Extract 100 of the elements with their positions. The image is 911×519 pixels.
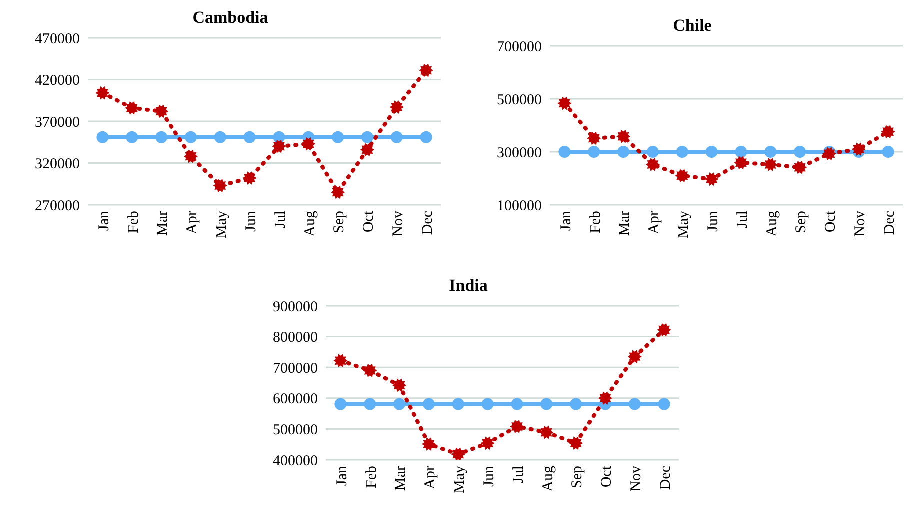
x-tick-label: Oct bbox=[361, 210, 378, 233]
chart-title: Cambodia bbox=[192, 8, 270, 29]
point bbox=[540, 398, 553, 410]
x-tick-label: Oct bbox=[823, 210, 840, 233]
point bbox=[570, 398, 582, 410]
x-tick-label: Nov bbox=[628, 466, 645, 492]
point bbox=[96, 131, 109, 144]
point bbox=[363, 364, 378, 378]
point bbox=[392, 378, 407, 392]
y-tick-label: 320000 bbox=[35, 156, 80, 173]
x-tick-label: May bbox=[676, 210, 692, 238]
point bbox=[184, 131, 197, 144]
point bbox=[360, 143, 374, 157]
point bbox=[451, 448, 466, 460]
point bbox=[882, 146, 894, 158]
point bbox=[422, 438, 436, 451]
point bbox=[419, 64, 434, 78]
y-tick-label: 100000 bbox=[497, 198, 542, 214]
point bbox=[822, 147, 836, 161]
point bbox=[616, 130, 631, 144]
x-tick-label: Jun bbox=[481, 466, 498, 487]
point bbox=[676, 146, 688, 158]
x-tick-label: Sep bbox=[570, 466, 586, 488]
y-tick-label: 700000 bbox=[497, 39, 542, 56]
point bbox=[394, 398, 406, 410]
point bbox=[793, 160, 808, 174]
point bbox=[881, 125, 896, 139]
x-tick-label: Jun bbox=[243, 210, 260, 232]
point bbox=[618, 146, 630, 158]
point bbox=[96, 86, 110, 100]
point bbox=[214, 131, 226, 144]
chart-title: India bbox=[448, 276, 489, 297]
x-tick-label: Sep bbox=[794, 211, 810, 234]
point bbox=[334, 354, 348, 368]
x-tick-label: Feb bbox=[126, 211, 142, 234]
y-tick-label: 500000 bbox=[273, 422, 318, 439]
point bbox=[184, 150, 198, 164]
point bbox=[334, 398, 347, 410]
point bbox=[704, 172, 719, 186]
x-tick-label: Aug bbox=[302, 210, 318, 237]
point bbox=[125, 101, 140, 115]
x-tick-label: Nov bbox=[390, 210, 407, 237]
x-tick-label: Jan bbox=[558, 210, 574, 231]
y-tick-label: 900000 bbox=[273, 299, 318, 316]
y-tick-label: 700000 bbox=[273, 360, 318, 377]
x-tick-label: Aug bbox=[764, 210, 780, 237]
point bbox=[452, 398, 464, 410]
point bbox=[420, 131, 432, 144]
point bbox=[213, 179, 228, 192]
point bbox=[852, 142, 866, 156]
point bbox=[657, 323, 672, 337]
x-tick-label: Mar bbox=[393, 466, 410, 491]
x-tick-label: Oct bbox=[599, 465, 616, 488]
x-tick-label: Jul bbox=[734, 211, 751, 229]
x-tick-label: May bbox=[214, 210, 230, 238]
point bbox=[734, 156, 748, 170]
point bbox=[364, 398, 376, 410]
x-tick-label: Jul bbox=[510, 466, 527, 484]
point bbox=[390, 131, 403, 144]
point bbox=[569, 436, 584, 450]
point bbox=[510, 420, 524, 434]
point bbox=[646, 158, 660, 172]
x-tick-label: Dec bbox=[882, 210, 898, 236]
x-tick-label: Sep bbox=[332, 211, 348, 234]
point bbox=[675, 169, 690, 183]
point bbox=[242, 172, 257, 185]
x-tick-label: Feb bbox=[588, 211, 604, 234]
point bbox=[658, 398, 670, 410]
x-tick-label: Apr bbox=[646, 210, 663, 234]
x-tick-label: Dec bbox=[658, 466, 674, 490]
point bbox=[422, 398, 435, 410]
y-tick-label: 300000 bbox=[497, 145, 542, 162]
x-tick-label: Mar bbox=[617, 211, 634, 236]
x-tick-label: Feb bbox=[364, 466, 380, 488]
point bbox=[156, 131, 168, 144]
point bbox=[540, 426, 554, 440]
point bbox=[588, 146, 600, 158]
point bbox=[558, 96, 572, 110]
x-tick-label: Aug bbox=[540, 466, 556, 492]
x-tick-label: Mar bbox=[155, 211, 172, 236]
point bbox=[511, 398, 524, 410]
point bbox=[332, 131, 344, 144]
point bbox=[764, 158, 778, 172]
x-tick-label: Apr bbox=[422, 466, 439, 490]
point bbox=[126, 131, 138, 144]
y-tick-label: 370000 bbox=[35, 114, 80, 131]
point bbox=[587, 132, 602, 146]
point bbox=[390, 100, 404, 114]
point bbox=[794, 146, 806, 158]
point bbox=[482, 398, 494, 410]
point bbox=[331, 186, 346, 200]
point bbox=[628, 398, 641, 410]
point bbox=[244, 131, 256, 144]
y-tick-label: 420000 bbox=[35, 73, 80, 90]
point bbox=[628, 350, 642, 364]
x-tick-label: Apr bbox=[184, 210, 201, 234]
point bbox=[598, 392, 612, 406]
point bbox=[361, 131, 374, 144]
y-tick-label: 800000 bbox=[273, 330, 318, 346]
y-tick-label: 500000 bbox=[497, 92, 542, 108]
